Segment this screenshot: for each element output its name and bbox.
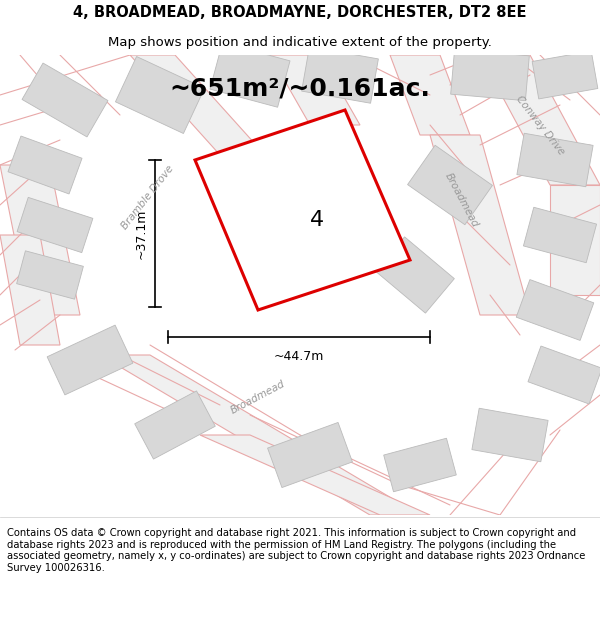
Bar xyxy=(407,145,493,225)
Text: ~37.1m: ~37.1m xyxy=(134,208,148,259)
Text: Broadmead: Broadmead xyxy=(443,171,481,229)
Polygon shape xyxy=(430,135,530,315)
Polygon shape xyxy=(480,55,600,185)
Bar xyxy=(22,63,108,137)
Bar xyxy=(528,346,600,404)
Text: Map shows position and indicative extent of the property.: Map shows position and indicative extent… xyxy=(108,36,492,49)
Polygon shape xyxy=(270,55,360,125)
Bar xyxy=(517,133,593,187)
Bar xyxy=(115,56,205,134)
Polygon shape xyxy=(0,235,60,345)
Bar xyxy=(17,251,83,299)
Bar xyxy=(376,237,454,313)
Bar xyxy=(523,208,596,262)
Text: Bramble Drove: Bramble Drove xyxy=(120,163,176,231)
Polygon shape xyxy=(390,55,470,135)
Polygon shape xyxy=(0,165,80,315)
Polygon shape xyxy=(130,55,310,205)
Text: Conway Drive: Conway Drive xyxy=(514,94,566,156)
Polygon shape xyxy=(100,355,420,515)
Text: ~44.7m: ~44.7m xyxy=(274,351,324,364)
Bar xyxy=(472,408,548,462)
Polygon shape xyxy=(195,110,410,310)
Text: 4: 4 xyxy=(310,210,324,230)
Bar xyxy=(8,136,82,194)
Bar xyxy=(516,279,594,341)
Bar xyxy=(383,438,457,492)
Polygon shape xyxy=(200,435,430,515)
Bar xyxy=(135,391,215,459)
Bar xyxy=(532,51,598,99)
Bar xyxy=(302,47,379,103)
Bar xyxy=(210,42,290,107)
Text: ~651m²/~0.161ac.: ~651m²/~0.161ac. xyxy=(170,76,430,100)
Text: Contains OS data © Crown copyright and database right 2021. This information is : Contains OS data © Crown copyright and d… xyxy=(7,528,586,573)
Bar xyxy=(17,198,93,252)
Text: Broadmead: Broadmead xyxy=(229,379,287,416)
Polygon shape xyxy=(550,185,600,295)
Bar xyxy=(268,422,352,488)
Bar xyxy=(47,325,133,395)
Bar xyxy=(451,49,529,101)
Text: 4, BROADMEAD, BROADMAYNE, DORCHESTER, DT2 8EE: 4, BROADMEAD, BROADMAYNE, DORCHESTER, DT… xyxy=(73,4,527,19)
